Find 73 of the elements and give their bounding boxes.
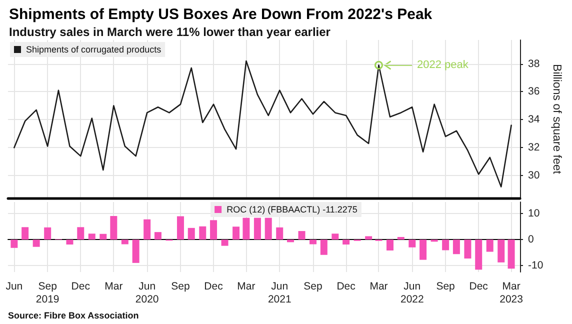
x-tick-label: Dec — [336, 280, 356, 292]
x-tick-label: Mar — [370, 280, 388, 292]
bar — [420, 240, 427, 260]
bar — [298, 231, 306, 240]
x-tick-label: Mar — [104, 280, 124, 292]
bar — [22, 227, 29, 240]
bar — [232, 226, 240, 240]
x-tick-label: Jun 2021 — [268, 280, 292, 306]
bar — [154, 232, 162, 240]
y-tick-label: 34 — [528, 114, 540, 126]
x-tick-label: Dec — [71, 280, 90, 292]
bar — [199, 226, 206, 240]
bar — [121, 240, 128, 244]
bar — [210, 220, 218, 240]
bar — [144, 219, 151, 240]
bar — [498, 240, 505, 262]
bar — [176, 216, 184, 240]
legend-label: Shipments of corrugated products — [26, 44, 162, 54]
x-tick-label: Jun 2020 — [135, 280, 159, 306]
y-axis-title: Billions of square feet — [550, 64, 563, 175]
bar — [464, 240, 472, 259]
annotation: 2022 peak — [416, 59, 469, 72]
bar — [110, 216, 118, 240]
bar — [264, 218, 272, 240]
bar — [188, 228, 195, 240]
bar — [32, 240, 40, 247]
x-tick-label: Jun — [6, 280, 23, 292]
y-tick-label: 32 — [528, 142, 540, 154]
x-tick-label: Dec — [204, 280, 223, 292]
bar — [342, 240, 350, 245]
bar — [287, 240, 294, 242]
y-tick-label: 10 — [528, 208, 540, 220]
bar — [132, 240, 140, 263]
line-series — [14, 60, 512, 188]
x-tick-label: Sep — [436, 280, 456, 292]
bar — [276, 227, 284, 240]
bar — [442, 240, 450, 250]
x-tick-label: Sep — [304, 280, 323, 292]
chart-title: Shipments of Empty US Boxes Are Down From 2022's Peak — [9, 6, 433, 23]
bar — [254, 218, 261, 240]
y-tick-label: 36 — [528, 86, 540, 98]
x-tick-label: Dec — [469, 280, 488, 292]
bar — [77, 227, 84, 240]
legend-label: ROC (12) (FBBAACTL) -11.2275 — [226, 204, 358, 214]
bar — [386, 240, 394, 250]
bar — [100, 234, 107, 240]
y-tick-label: 38 — [528, 58, 540, 70]
bar — [88, 234, 96, 240]
bar — [310, 240, 317, 244]
bar — [10, 240, 18, 248]
y-tick-label: 0 — [528, 234, 534, 246]
source-note: Source: Fibre Box Association — [8, 310, 139, 320]
bar — [475, 240, 482, 270]
bar — [452, 240, 460, 254]
bar — [508, 240, 515, 269]
x-tick-label: Sep 2019 — [36, 280, 60, 306]
bar — [44, 227, 52, 240]
x-tick-label: Mar — [237, 280, 256, 292]
chart-subtitle: Industry sales in March were 11% lower than year earlier — [9, 25, 331, 39]
x-tick-label: Sep — [171, 280, 190, 292]
bar — [365, 236, 372, 240]
bar — [242, 218, 250, 240]
x-tick-label: Mar 2023 — [500, 280, 524, 306]
y-tick-label: -10 — [528, 260, 544, 272]
bar — [320, 240, 328, 255]
x-tick-label: Jun 2022 — [400, 280, 424, 306]
bar — [486, 240, 494, 252]
bar — [221, 240, 228, 246]
bar — [408, 240, 416, 248]
y-tick-label: 30 — [528, 170, 540, 182]
bar — [397, 237, 404, 240]
bar — [332, 234, 339, 240]
bar — [66, 240, 74, 245]
